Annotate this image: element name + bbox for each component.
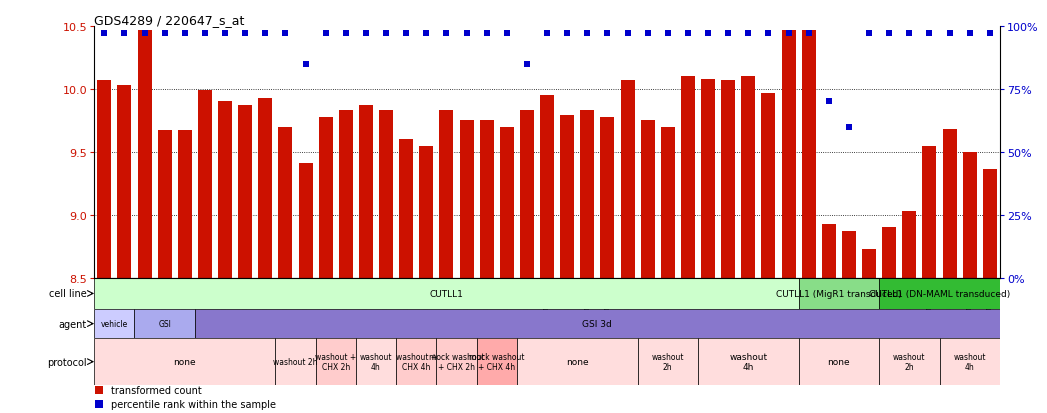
Bar [134, 309, 195, 338]
Text: transformed count: transformed count [111, 385, 201, 396]
Bar [799, 278, 879, 309]
Bar [761, 93, 776, 278]
Text: washout 2h: washout 2h [273, 357, 317, 366]
Bar [94, 338, 275, 385]
Bar [799, 338, 879, 385]
Bar [238, 106, 252, 278]
Text: GDS4289 / 220647_s_at: GDS4289 / 220647_s_at [94, 14, 245, 27]
Bar [480, 121, 494, 278]
Text: none: none [566, 357, 588, 366]
Bar [540, 96, 554, 278]
Text: washout
4h: washout 4h [360, 352, 393, 371]
Bar [802, 31, 816, 278]
Bar [440, 111, 453, 278]
Text: none: none [174, 357, 196, 366]
Bar [396, 338, 437, 385]
Bar [842, 232, 856, 278]
Bar [879, 338, 939, 385]
Bar [195, 309, 1000, 338]
Bar [137, 31, 152, 278]
Bar [560, 116, 574, 278]
Bar [399, 140, 414, 278]
Bar [379, 111, 393, 278]
Text: cell line: cell line [49, 289, 87, 299]
Text: none: none [827, 357, 850, 366]
Text: mock washout
+ CHX 2h: mock washout + CHX 2h [428, 352, 485, 371]
Bar [862, 249, 876, 278]
Bar [97, 81, 111, 278]
Bar [698, 338, 799, 385]
Bar [178, 131, 192, 278]
Text: GSI 3d: GSI 3d [582, 319, 612, 328]
Bar [158, 131, 172, 278]
Text: washout
2h: washout 2h [651, 352, 684, 371]
Bar [922, 146, 936, 278]
Bar [641, 121, 654, 278]
Bar [822, 224, 836, 278]
Text: CUTLL1 (MigR1 transduced): CUTLL1 (MigR1 transduced) [776, 289, 901, 298]
Bar [741, 77, 755, 278]
Text: washout
4h: washout 4h [730, 352, 767, 371]
Bar [279, 127, 292, 278]
Bar [460, 121, 473, 278]
Text: GSI: GSI [158, 319, 171, 328]
Bar [942, 130, 957, 278]
Bar [339, 111, 353, 278]
Text: washout +
CHX 4h: washout + CHX 4h [396, 352, 437, 371]
Text: protocol: protocol [47, 357, 87, 367]
Text: mock washout
+ CHX 4h: mock washout + CHX 4h [469, 352, 525, 371]
Bar [520, 111, 534, 278]
Bar [983, 170, 997, 278]
Bar [701, 80, 715, 278]
Bar [315, 338, 356, 385]
Bar [218, 102, 232, 278]
Bar [883, 228, 896, 278]
Text: CUTLL1: CUTLL1 [429, 289, 464, 298]
Bar [903, 211, 916, 278]
Bar [94, 278, 799, 309]
Bar [437, 338, 476, 385]
Bar [94, 309, 134, 338]
Text: agent: agent [59, 319, 87, 329]
Bar [318, 117, 333, 278]
Text: washout
2h: washout 2h [893, 352, 926, 371]
Text: washout
4h: washout 4h [954, 352, 986, 371]
Text: CUTLL1 (DN-MAML transduced): CUTLL1 (DN-MAML transduced) [869, 289, 1010, 298]
Bar [419, 146, 433, 278]
Bar [661, 127, 675, 278]
Bar [879, 278, 1000, 309]
Bar [356, 338, 396, 385]
Bar [721, 81, 735, 278]
Bar [962, 152, 977, 278]
Bar [259, 98, 272, 278]
Bar [298, 164, 313, 278]
Text: washout +
CHX 2h: washout + CHX 2h [315, 352, 356, 371]
Text: vehicle: vehicle [101, 319, 128, 328]
Bar [621, 81, 634, 278]
Bar [781, 31, 796, 278]
Bar [499, 127, 514, 278]
Bar [681, 77, 695, 278]
Bar [359, 106, 373, 278]
Bar [580, 111, 595, 278]
Bar [517, 338, 638, 385]
Bar [600, 117, 615, 278]
Bar [939, 338, 1000, 385]
Bar [275, 338, 315, 385]
Text: percentile rank within the sample: percentile rank within the sample [111, 399, 275, 409]
Bar [198, 91, 211, 278]
Bar [638, 338, 698, 385]
Bar [476, 338, 517, 385]
Bar [117, 86, 132, 278]
